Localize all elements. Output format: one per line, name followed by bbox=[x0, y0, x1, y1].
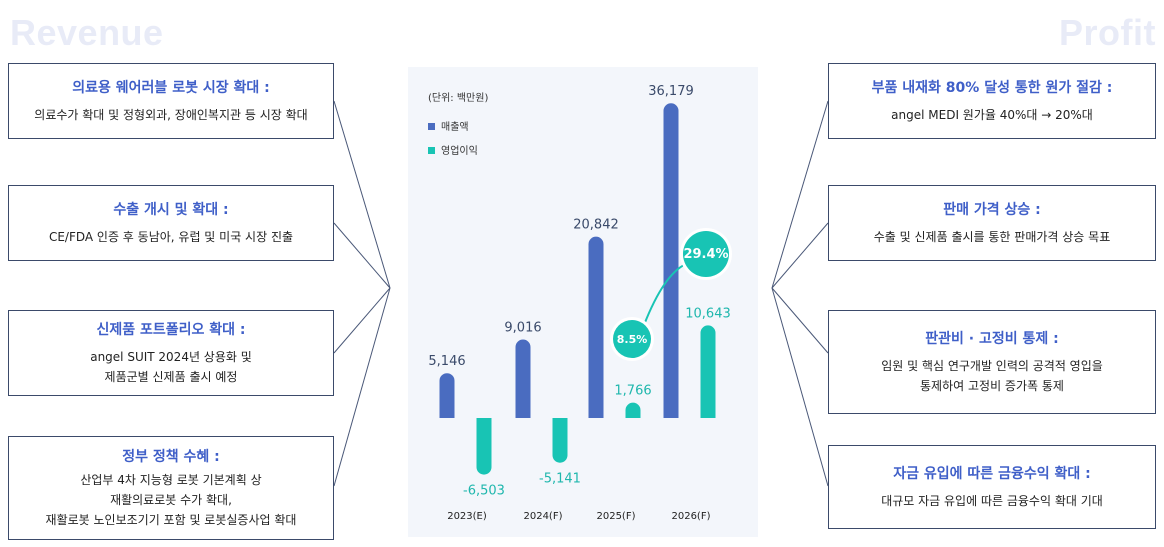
revenue-value-label: 5,146 bbox=[428, 354, 465, 369]
x-tick-label: 2026(F) bbox=[671, 511, 710, 522]
revenue-card-portfolio: 신제품 포트폴리오 확대 : angel SUIT 2024년 상용화 및 제품… bbox=[8, 310, 334, 396]
card-title: 부품 내재화 80% 달성 통한 원가 절감 : bbox=[871, 80, 1113, 96]
profit-value-label: -5,141 bbox=[539, 472, 581, 487]
legend-label-profit: 영업이익 bbox=[441, 144, 478, 157]
card-line: 대규모 자금 유입에 따른 금융수익 확대 기대 bbox=[881, 494, 1103, 508]
card-desc: 수출 및 신제품 출시를 통한 판매가격 상승 목표 bbox=[874, 227, 1110, 247]
legend-swatch-revenue bbox=[428, 123, 435, 130]
x-axis-ticks: 2023(E) 2024(F) 2025(F) 2026(F) bbox=[447, 511, 710, 522]
revenue-bar bbox=[588, 236, 604, 418]
card-title: 의료용 웨어러블 로봇 시장 확대 : bbox=[72, 80, 270, 96]
x-tick-label: 2025(F) bbox=[596, 511, 635, 522]
card-desc: 대규모 자금 유입에 따른 금융수익 확대 기대 bbox=[881, 491, 1103, 511]
revenue-card-policy: 정부 정책 수혜 : 산업부 4차 지능형 로봇 기본계획 상 재활의료로봇 수… bbox=[8, 436, 334, 540]
x-tick-label: 2023(E) bbox=[447, 511, 487, 522]
card-title: 판매 가격 상승 : bbox=[943, 202, 1041, 218]
revenue-value-label: 36,179 bbox=[648, 84, 694, 99]
card-title: 자금 유입에 따른 금융수익 확대 : bbox=[893, 466, 1091, 482]
card-desc: 의료수가 확대 및 정형외과, 장애인복지관 등 시장 확대 bbox=[34, 105, 307, 125]
card-line: 의료수가 확대 및 정형외과, 장애인복지관 등 시장 확대 bbox=[34, 108, 308, 122]
unit-label: (단위: 백만원) bbox=[428, 91, 488, 104]
legend-swatch-profit bbox=[428, 147, 435, 154]
profit-card-finance: 자금 유입에 따른 금융수익 확대 : 대규모 자금 유입에 따른 금융수익 확… bbox=[828, 445, 1156, 529]
revenue-profit-chart: (단위: 백만원) 매출액 영업이익 8.5% 29.4% 5,146 -6,503… bbox=[428, 84, 732, 522]
card-line: 재활로봇 노인보조기기 포함 및 로봇실증사업 확대 bbox=[45, 513, 297, 527]
margin-badge-label: 8.5% bbox=[617, 333, 648, 346]
card-desc: angel SUIT 2024년 상용화 및 제품군별 신제품 출시 예정 bbox=[90, 347, 252, 387]
revenue-bar bbox=[515, 339, 531, 418]
card-title: 판관비 · 고정비 통제 : bbox=[925, 331, 1059, 347]
card-desc: CE/FDA 인증 후 동남아, 유럽 및 미국 시장 진출 bbox=[49, 227, 293, 247]
profit-value-label: 10,643 bbox=[685, 306, 731, 321]
card-line: angel MEDI 원가율 40%대 → 20%대 bbox=[891, 108, 1093, 122]
revenue-card-wearable: 의료용 웨어러블 로봇 시장 확대 : 의료수가 확대 및 정형외과, 장애인복… bbox=[8, 63, 334, 139]
profit-bar bbox=[700, 325, 716, 418]
card-title: 정부 정책 수혜 : bbox=[122, 449, 220, 465]
legend-label-revenue: 매출액 bbox=[441, 121, 469, 133]
revenue-bar bbox=[663, 103, 679, 418]
revenue-value-label: 9,016 bbox=[504, 321, 541, 336]
profit-card-price: 판매 가격 상승 : 수출 및 신제품 출시를 통한 판매가격 상승 목표 bbox=[828, 185, 1156, 261]
revenue-bar bbox=[439, 373, 455, 418]
profit-card-sga: 판관비 · 고정비 통제 : 임원 및 핵심 연구개발 인력의 공격적 영입을 … bbox=[828, 310, 1156, 414]
revenue-card-export: 수출 개시 및 확대 : CE/FDA 인증 후 동남아, 유럽 및 미국 시장… bbox=[8, 185, 334, 261]
card-line: 임원 및 핵심 연구개발 인력의 공격적 영입을 bbox=[881, 359, 1103, 373]
profit-bar bbox=[552, 418, 568, 463]
profit-header: Profit bbox=[1059, 12, 1156, 53]
profit-value-label: -6,503 bbox=[463, 484, 505, 499]
profit-bar bbox=[625, 402, 641, 418]
card-line: CE/FDA 인증 후 동남아, 유럽 및 미국 시장 진출 bbox=[48, 230, 294, 244]
revenue-value-label: 20,842 bbox=[573, 218, 619, 233]
margin-badge bbox=[613, 320, 651, 358]
card-line: 산업부 4차 지능형 로봇 기본계획 상 bbox=[80, 473, 262, 487]
card-line: 수출 및 신제품 출시를 통한 판매가격 상승 목표 bbox=[873, 230, 1111, 244]
card-desc: 산업부 4차 지능형 로봇 기본계획 상 재활의료로봇 수가 확대, 재활로봇 … bbox=[46, 470, 297, 530]
card-title: 신제품 포트폴리오 확대 : bbox=[96, 322, 246, 338]
margin-connector bbox=[643, 263, 687, 326]
card-title: 수출 개시 및 확대 : bbox=[113, 202, 229, 218]
card-line: 제품군별 신제품 출시 예정 bbox=[104, 370, 238, 384]
profit-card-cost: 부품 내재화 80% 달성 통한 원가 절감 : angel MEDI 원가율 … bbox=[828, 63, 1156, 139]
x-tick-label: 2024(F) bbox=[523, 511, 562, 522]
profit-bar bbox=[476, 418, 492, 475]
card-desc: 임원 및 핵심 연구개발 인력의 공격적 영입을 통제하여 고정비 증가폭 통제 bbox=[881, 356, 1103, 396]
bars bbox=[439, 103, 716, 475]
margin-badge-label: 29.4% bbox=[683, 247, 728, 262]
margin-badge bbox=[683, 231, 729, 277]
card-line: 통제하여 고정비 증가폭 통제 bbox=[920, 379, 1064, 393]
legend: 매출액 영업이익 bbox=[428, 121, 478, 157]
value-labels: 5,146 -6,503 9,016 -5,141 20,842 1,766 36,179 1… bbox=[428, 84, 730, 498]
profit-value-label: 1,766 bbox=[614, 384, 651, 399]
margin-badges: 8.5% 29.4% bbox=[610, 228, 732, 361]
card-line: 재활의료로봇 수가 확대, bbox=[110, 493, 232, 507]
card-line: angel SUIT 2024년 상용화 및 bbox=[90, 350, 252, 364]
margin-connector-line bbox=[643, 263, 687, 326]
card-desc: angel MEDI 원가율 40%대 → 20%대 bbox=[891, 105, 1093, 125]
revenue-header: Revenue bbox=[10, 12, 164, 53]
chart-panel: (단위: 백만원) 매출액 영업이익 8.5% 29.4% 5,146 -6,503… bbox=[408, 67, 758, 537]
